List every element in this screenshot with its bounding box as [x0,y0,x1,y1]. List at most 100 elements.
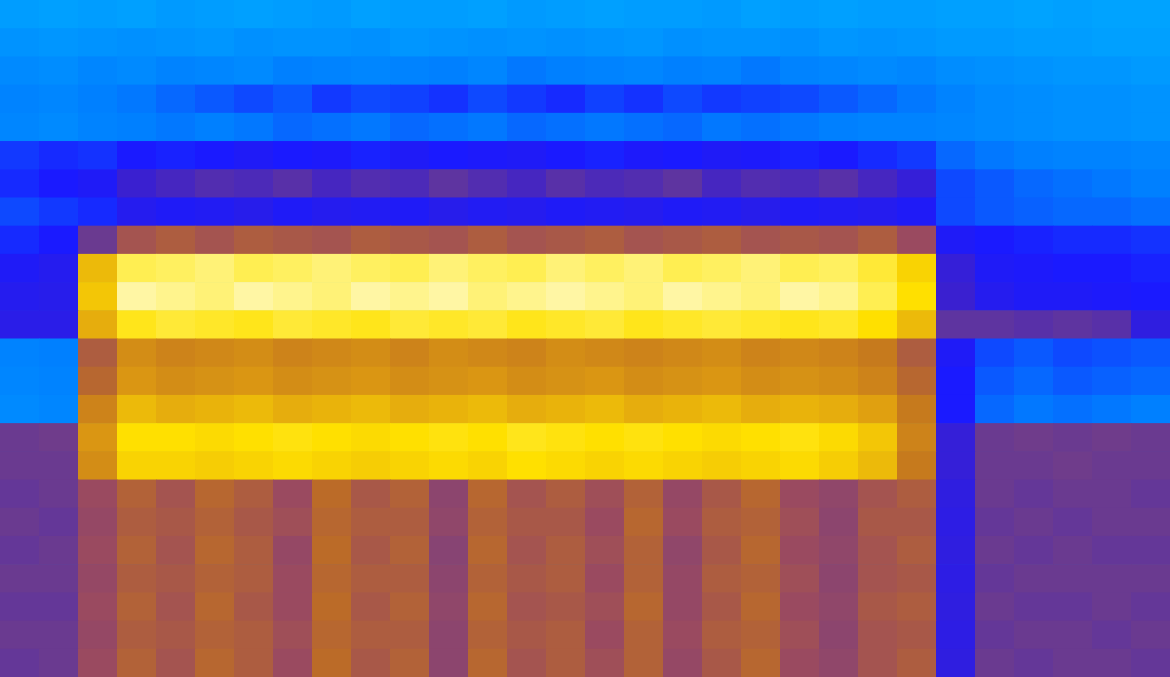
cell [975,28,1015,57]
cell [156,649,196,677]
cell [624,592,664,621]
cell [312,367,352,396]
cell [702,536,742,565]
cell [234,649,274,677]
cell [0,113,40,142]
cell [1092,282,1132,311]
cell [1131,592,1170,621]
cell [897,649,937,677]
cell [0,254,40,283]
cell [585,169,625,198]
cell [936,85,976,114]
cell [156,621,196,650]
cell [390,282,430,311]
cell [468,226,508,255]
cell [741,339,781,368]
cell [117,339,157,368]
cell [663,395,703,424]
cell [936,649,976,677]
cell [195,339,235,368]
cell [702,28,742,57]
cell [234,113,274,142]
cell [819,28,859,57]
cell [1014,339,1054,368]
cell [1053,28,1093,57]
cell [546,508,586,537]
cell [897,310,937,339]
cell [624,621,664,650]
cell [273,56,313,85]
cell [273,621,313,650]
cell [585,451,625,480]
cell [1131,254,1170,283]
cell [195,536,235,565]
cell [195,197,235,226]
cell [1131,451,1170,480]
cell [624,0,664,29]
cell [975,141,1015,170]
cell [858,367,898,396]
cell [780,508,820,537]
cell [351,282,391,311]
cell [780,0,820,29]
cell [0,508,40,537]
cell [78,310,118,339]
cell [312,85,352,114]
cell [1131,508,1170,537]
cell [858,592,898,621]
cell [468,480,508,509]
cell [897,367,937,396]
cell [312,508,352,537]
cell [234,141,274,170]
cell [39,508,79,537]
cell [234,254,274,283]
cell [936,592,976,621]
cell [0,310,40,339]
cell [897,339,937,368]
cell [468,85,508,114]
cell [663,367,703,396]
cell [936,0,976,29]
cell [39,282,79,311]
cell [741,592,781,621]
cell [429,451,469,480]
cell [936,226,976,255]
cell [663,621,703,650]
cell [195,564,235,593]
cell [780,113,820,142]
cell [0,28,40,57]
cell [975,113,1015,142]
cell [429,0,469,29]
cell [624,226,664,255]
cell [507,169,547,198]
cell [78,169,118,198]
cell [1092,564,1132,593]
cell [0,0,40,29]
cell [663,451,703,480]
cell [624,85,664,114]
cell [741,564,781,593]
cell [468,592,508,621]
cell [819,508,859,537]
cell [507,451,547,480]
cell [39,367,79,396]
cell [663,649,703,677]
cell [741,480,781,509]
cell [663,508,703,537]
cell [936,536,976,565]
cell [195,28,235,57]
cell [39,536,79,565]
cell [858,254,898,283]
cell [351,395,391,424]
cell [156,339,196,368]
cell [936,564,976,593]
cell [234,0,274,29]
cell [585,536,625,565]
cell [273,508,313,537]
cell [429,564,469,593]
cell [1092,197,1132,226]
cell [546,536,586,565]
cell [39,339,79,368]
cell [390,226,430,255]
cell [234,310,274,339]
